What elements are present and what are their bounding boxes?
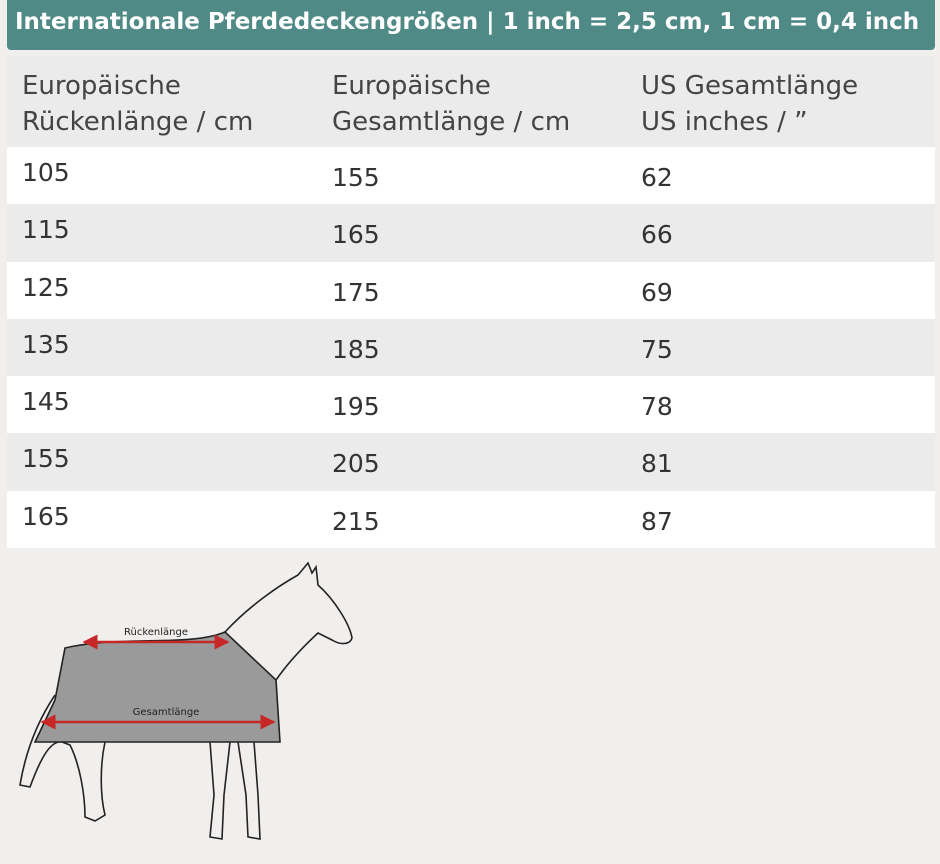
column-header: Europäische Rückenlänge / cm	[22, 68, 253, 140]
table-cell: 165	[332, 220, 380, 250]
table-cell: 145	[22, 387, 70, 417]
table-cell: 81	[641, 449, 673, 479]
horse-diagram: Rückenlänge Gesamtlänge	[19, 561, 353, 840]
column-header: Europäische Gesamtlänge / cm	[332, 68, 570, 140]
header-line: Europäische	[332, 71, 491, 101]
diagram-label: Gesamtlänge	[133, 707, 200, 718]
blanket	[33, 631, 281, 743]
table-cell: 155	[332, 163, 380, 192]
table-cell: 125	[22, 272, 70, 302]
header-line: US inches / ”	[641, 107, 808, 137]
table-cell: 205	[332, 449, 380, 479]
table-cell: 69	[641, 277, 673, 307]
table-row: 165 215 87	[7, 490, 935, 549]
table-cell: 66	[641, 220, 673, 250]
title-bar: Internationale Pferdedeckengrößen | 1 in…	[7, 0, 935, 50]
table-cell: 105	[22, 158, 70, 187]
column-header: US Gesamtlänge US inches / ”	[641, 68, 858, 140]
table-body: 105 155 62 115 165 66 125 175 69 135 185 75 145 195 78…	[7, 147, 935, 549]
table-cell: 185	[332, 334, 380, 364]
header-line: Gesamtlänge / cm	[332, 107, 571, 137]
table-cell: 87	[641, 506, 673, 536]
table-row: 145 195 78	[7, 376, 935, 434]
table-cell: 78	[641, 392, 673, 422]
table-row: 135 185 75	[7, 318, 935, 377]
table-cell: 62	[641, 163, 673, 192]
table-cell: 155	[22, 444, 70, 474]
table-cell: 115	[22, 215, 70, 245]
table-cell: 165	[22, 501, 70, 531]
table-row: 125 175 69	[7, 261, 935, 319]
table-cell: 175	[332, 277, 380, 307]
table-cell: 195	[332, 392, 380, 422]
title: Internationale Pferdedeckengrößen | 1 in…	[15, 9, 920, 35]
header-line: Rückenlänge / cm	[22, 107, 254, 137]
table-cell: 215	[332, 506, 380, 536]
header-line: Europäische	[22, 71, 181, 101]
table-row: 155 205 81	[7, 433, 935, 491]
header-row: Europäische Rückenlänge / cm Europäische Ge…	[7, 56, 935, 147]
table-cell: 135	[22, 329, 70, 359]
size-table: Europäische Rückenlänge / cm Europäische Ge…	[7, 56, 935, 549]
horse-outline	[19, 561, 353, 840]
table-row: 115 165 66	[7, 204, 935, 262]
table-cell: 75	[641, 334, 673, 364]
header-line: US Gesamtlänge	[641, 71, 859, 101]
table-row: 105 155 62	[7, 147, 935, 205]
diagram-label: Rückenlänge	[124, 627, 188, 638]
